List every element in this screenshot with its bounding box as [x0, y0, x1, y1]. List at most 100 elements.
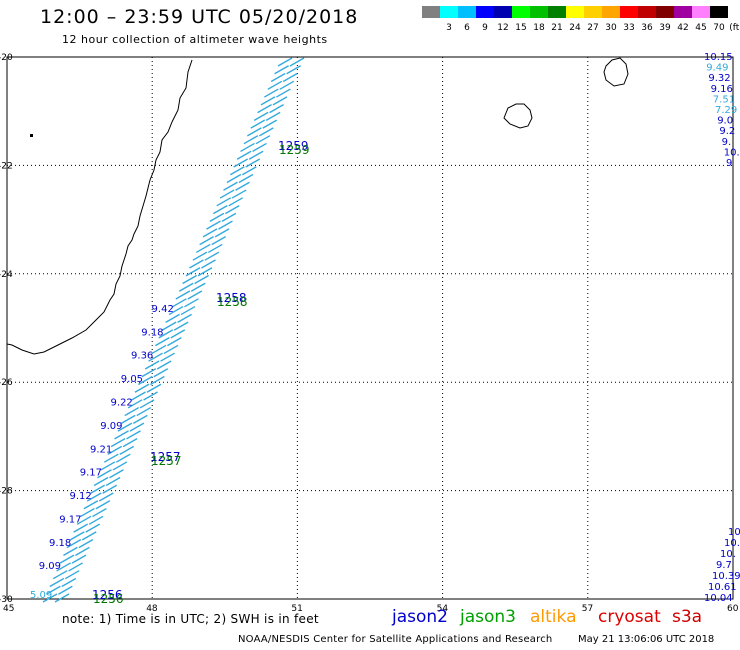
track-tick: [139, 399, 155, 409]
track-tick: [109, 469, 124, 479]
colorbar-swatch: [584, 6, 602, 18]
y-tick-label: -24: [0, 270, 13, 280]
track-tick: [141, 368, 157, 378]
track-tick: [270, 72, 286, 83]
track-tick: [132, 414, 148, 424]
pass-time-label-shadow: 1256: [93, 592, 124, 606]
right-track-value: 10.39: [712, 571, 740, 582]
track-tick: [201, 259, 216, 269]
track-tick: [165, 313, 180, 323]
track-tick: [178, 282, 194, 292]
track-tick: [90, 484, 106, 494]
right-track-value: 10.: [720, 549, 736, 560]
track-tick: [214, 228, 230, 238]
track-tick: [158, 329, 174, 339]
colorbar-swatch: [440, 6, 458, 18]
colorbar-swatch: [638, 6, 656, 18]
colorbar-label: 39: [659, 23, 671, 33]
track-tick: [144, 360, 160, 370]
track-tick: [240, 142, 255, 153]
right-track-value: 10.: [724, 538, 740, 549]
track-tick: [126, 430, 141, 440]
track-tick: [267, 80, 283, 90]
track-tick: [228, 197, 244, 207]
satellite-legend-s3a: s3a: [672, 607, 703, 627]
track-tick: [180, 305, 196, 316]
track-tick: [160, 352, 175, 362]
track-tick: [155, 337, 170, 347]
track-tick: [248, 150, 264, 160]
wave-height-track: 9.429.189.369.059.229.099.219.179.129.17…: [30, 52, 740, 606]
track-tick: [250, 119, 266, 129]
track-tick: [122, 438, 138, 448]
colorbar-label: 24: [569, 23, 581, 33]
track-tick: [110, 438, 126, 448]
track-tick: [274, 65, 289, 75]
track-tick: [83, 500, 99, 510]
right-track-value: 10.: [724, 147, 740, 158]
colorbar-swatch: [476, 6, 494, 18]
track-tick: [224, 204, 240, 215]
right-track-value: 10.04: [704, 593, 733, 604]
track-tick: [100, 461, 116, 471]
track-tick: [277, 57, 293, 67]
colorbar-swatch: [566, 6, 584, 18]
track-tick: [177, 313, 192, 323]
track-tick: [138, 375, 153, 386]
right-track-value: 10.15: [704, 52, 733, 63]
track-tick: [187, 290, 203, 300]
reunion-island: [503, 103, 533, 129]
colorbar-swatch: [422, 6, 440, 18]
swh-value-label: 9.42: [152, 304, 174, 315]
track-tick: [262, 119, 278, 129]
track-tick: [136, 406, 152, 417]
satellite-legend-jason3: jason3: [460, 607, 516, 627]
track-tick: [49, 577, 65, 588]
track-tick: [93, 476, 109, 487]
track-tick: [150, 375, 165, 386]
colorbar-swatch: [530, 6, 548, 18]
track-tick: [173, 321, 189, 331]
pass-time-label: 1257: [150, 450, 181, 464]
x-tick-label: 54: [437, 604, 449, 614]
track-tick: [73, 523, 88, 533]
pass-time-label: 1259: [278, 139, 309, 153]
track-tick: [86, 492, 102, 502]
track-tick: [192, 251, 208, 261]
track-tick: [204, 251, 220, 261]
track-tick: [153, 368, 169, 378]
colorbar-label: 30: [605, 23, 617, 33]
mauritius-island: [603, 57, 629, 87]
track-tick: [80, 507, 95, 518]
colorbar-label: 27: [587, 23, 599, 33]
track-tick: [247, 127, 262, 137]
colorbar-label: 42: [677, 23, 689, 33]
colorbar-swatch: [458, 6, 476, 18]
track-tick: [182, 274, 197, 285]
swh-value-label: 9.18: [141, 327, 163, 338]
credit-line: NOAA/NESDIS Center for Satellite Applica…: [238, 634, 553, 645]
swh-value-label: 9.17: [59, 514, 81, 525]
footer-note: note: 1) Time is in UTC; 2) SWH is in fe…: [62, 612, 319, 626]
y-tick-label: -30: [0, 595, 13, 605]
swh-value-label: 9.36: [131, 351, 153, 362]
colorbar-label: 6: [464, 23, 470, 33]
track-tick: [107, 445, 123, 456]
track-tick: [115, 453, 131, 463]
track-tick: [265, 111, 281, 121]
right-track-value: 9.7: [716, 560, 732, 571]
track-tick: [52, 570, 68, 580]
swh-value-label: 9.12: [70, 491, 92, 502]
track-tick: [264, 88, 279, 98]
track-tick: [211, 236, 227, 246]
y-tick-label: -26: [0, 378, 13, 388]
swh-value-label: 9.17: [80, 468, 102, 479]
track-tick: [78, 539, 94, 549]
track-tick: [119, 445, 135, 456]
track-tick: [103, 453, 119, 463]
right-track-value: 9.: [722, 137, 732, 148]
track-tick: [223, 181, 238, 191]
right-track-value: 7.29: [715, 105, 737, 116]
track-tick: [105, 476, 121, 487]
track-tick: [161, 321, 177, 331]
